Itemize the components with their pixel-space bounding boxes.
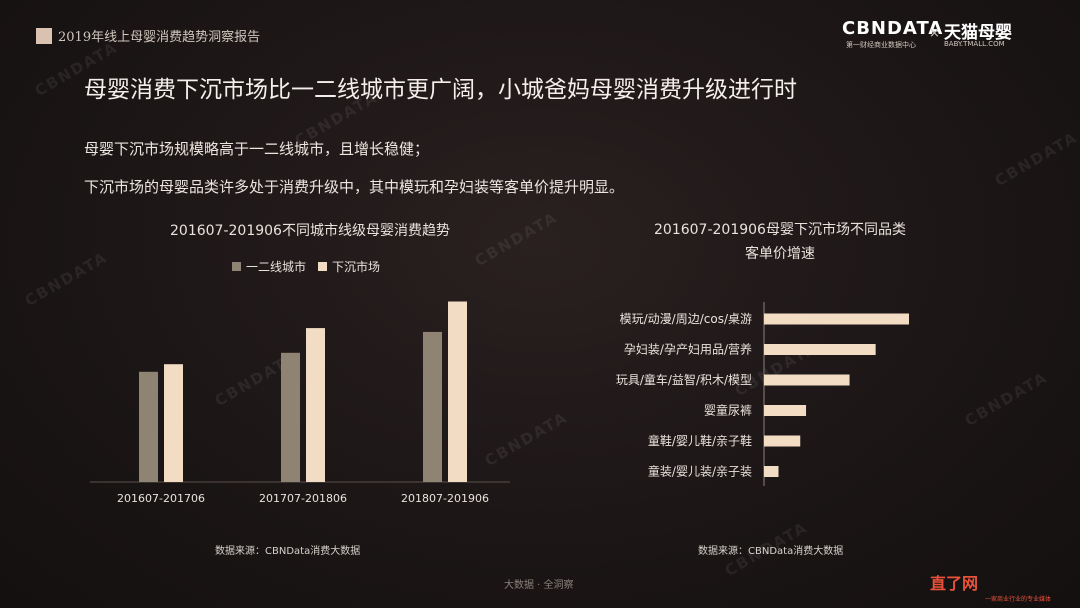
legend-label: 一二线城市 — [246, 260, 307, 274]
bar — [448, 301, 467, 482]
report-title: 2019年线上母婴消费趋势洞察报告 — [58, 30, 261, 45]
bar — [764, 466, 779, 477]
left-chart-source: 数据来源：CBNData消费大数据 — [215, 546, 361, 557]
y-tick-label: 童鞋/婴儿鞋/亲子鞋 — [648, 433, 752, 448]
bar — [764, 313, 909, 325]
right-chart-title-line-2: 客单价增速 — [745, 246, 815, 262]
footer-slogan: 大数据 · 全洞察 — [504, 580, 574, 591]
y-tick-label: 童装/婴儿装/亲子装 — [648, 464, 752, 479]
bar — [281, 352, 300, 482]
tmall-baby-logo-subtitle: BABY.TMALL.COM — [944, 40, 1005, 48]
bar — [139, 371, 158, 482]
page-title: 母婴消费下沉市场比一二线城市更广阔，小城爸妈母婴消费升级进行时 — [84, 77, 797, 103]
x-tick-label: 201707-201806 — [259, 492, 347, 505]
logo-separator: × — [929, 26, 940, 41]
left-bar-chart: 201607-201706 201707-201806 201807-201906 — [90, 301, 510, 505]
left-chart-title: 201607-201906不同城市线级母婴消费趋势 — [170, 223, 450, 239]
cbndata-logo-subtitle: 第一财经商业数据中心 — [846, 41, 916, 49]
watermark: CBNDATA — [961, 368, 1051, 430]
tmall-baby-logo: 天猫母婴 — [944, 23, 1012, 43]
x-tick-label: 201807-201906 — [401, 492, 489, 505]
bar — [306, 328, 325, 482]
key-point-2: 下沉市场的母婴品类许多处于消费升级中，其中模玩和孕妇装等客单价提升明显。 — [84, 178, 625, 196]
y-tick-label: 婴童尿裤 — [704, 403, 752, 418]
bar — [764, 374, 850, 386]
bar — [764, 435, 801, 447]
y-tick-label: 模玩/动漫/周边/cos/桌游 — [620, 312, 752, 326]
legend-swatch — [318, 262, 327, 271]
bar — [764, 405, 807, 416]
legend-item: 一二线城市 — [232, 258, 306, 275]
legend-swatch — [232, 262, 241, 271]
legend-item: 下沉市场 — [318, 258, 380, 275]
right-bar-chart: 模玩/动漫/周边/cos/桌游孕妇装/孕产妇用品/营养玩具/童车/益智/积木/模… — [616, 302, 909, 486]
brand-watermark: 直了网 — [930, 574, 979, 593]
cbndata-logo: CBNDATA — [842, 18, 944, 39]
watermark: CBNDATA — [991, 128, 1080, 190]
right-chart-title-line-1: 201607-201906母婴下沉市场不同品类 — [654, 222, 906, 238]
legend-label: 下沉市场 — [332, 260, 381, 274]
key-point-1: 母婴下沉市场规模略高于一二线城市，且增长稳健； — [84, 140, 430, 158]
brand-watermark-subtitle: 一家商业行业的专业媒体 — [985, 596, 1052, 603]
bar — [423, 331, 442, 482]
y-tick-label: 玩具/童车/益智/积木/模型 — [616, 372, 752, 387]
right-chart-source: 数据来源：CBNData消费大数据 — [698, 546, 844, 557]
bar — [164, 364, 183, 482]
bar — [764, 344, 876, 355]
header-marker — [36, 28, 52, 44]
y-tick-label: 孕妇装/孕产妇用品/营养 — [624, 342, 752, 357]
x-tick-label: 201607-201706 — [117, 492, 205, 505]
